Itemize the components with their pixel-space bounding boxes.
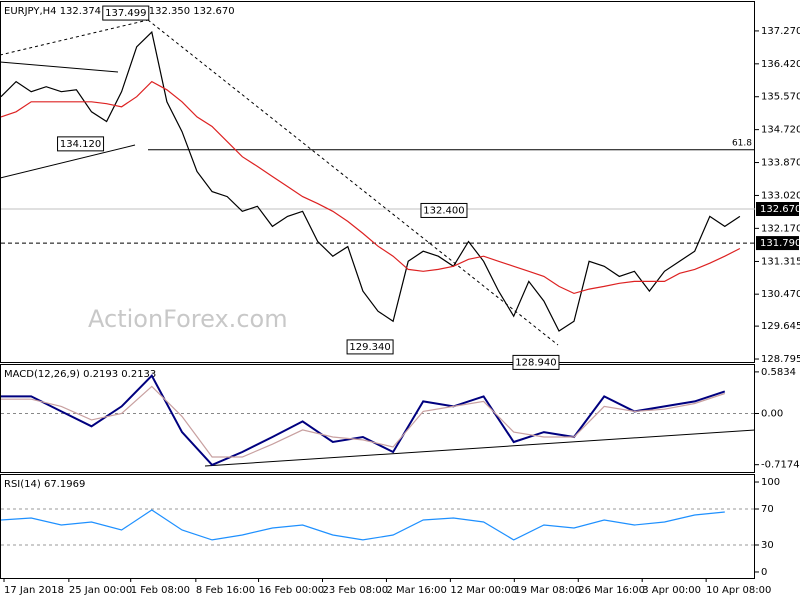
y-tick-label: 70 [761,504,774,515]
trendline [147,19,559,346]
y-tick-label: 0.5834 [761,367,796,378]
annotation-label: 134.120 [60,139,101,150]
series-line [0,80,741,295]
annotation-box [102,5,150,21]
rsi-panel [0,474,755,579]
annotation-label: 132.400 [423,205,464,216]
x-tick-label: 16 Feb 00:00 [259,585,325,596]
trendline [204,429,756,467]
y-tick-label: 132.170 [761,223,800,234]
y-tick-label: 134.720 [761,125,800,136]
y-tick-label: 136.420 [761,59,800,70]
trendline [0,144,136,179]
panel-title: RSI(14) 67.1969 [4,479,85,490]
annotation-box [346,339,394,355]
annotation-label: 129.340 [349,342,390,353]
y-tick-label: 133.870 [761,158,800,169]
y-tick-label: -0.7174 [761,460,800,471]
y-tick-label: 100 [761,477,780,488]
fib-label: 61.8 [732,138,752,148]
annotation-box [420,202,468,218]
annotation-label: 137.499 [105,8,146,19]
x-tick-label: 8 Feb 16:00 [196,585,255,596]
x-tick-label: 12 Mar 00:00 [450,585,517,596]
annotation-box [57,136,105,152]
x-tick-label: 26 Mar 16:00 [578,585,645,596]
price-tag [756,202,799,217]
trendline [0,61,119,73]
series-line [1,385,725,458]
x-tick-label: 25 Jan 00:00 [69,585,132,596]
y-tick-label: 30 [761,540,774,551]
panel-title: MACD(12,26,9) 0.2193 0.2133 [4,369,156,380]
x-tick-label: 17 Jan 2018 [4,585,64,596]
series-line [0,30,741,332]
x-tick-label: 3 Apr 00:00 [642,585,701,596]
y-tick-label: 0.00 [761,409,783,420]
x-tick-label: 10 Apr 08:00 [706,585,771,596]
y-tick-label: 0 [761,567,767,578]
y-tick-label: 129.645 [761,321,800,332]
price-tag [756,236,799,251]
trendline [0,19,149,56]
price-tag-label: 131.790 [760,238,800,249]
series-line [0,509,725,541]
y-tick-label: 128.795 [761,354,800,365]
macd-panel [0,364,755,473]
annotation-box [512,354,560,370]
x-tick-label: 2 Mar 16:00 [386,585,446,596]
annotation-label: 128.940 [515,357,556,368]
y-tick-label: 135.570 [761,92,800,103]
y-tick-label: 133.020 [761,190,800,201]
y-tick-label: 131.315 [761,256,800,267]
x-tick-label: 23 Feb 08:00 [323,585,389,596]
price-tag-label: 132.670 [760,204,800,215]
y-tick-label: 137.270 [761,26,800,37]
x-tick-label: 19 Mar 08:00 [514,585,581,596]
series-line [1,374,726,467]
price-panel [0,1,755,363]
watermark: ActionForex.com [88,305,288,333]
y-tick-label: 130.470 [761,289,800,300]
trendlines [0,19,756,467]
x-tick-label: 1 Feb 08:00 [131,585,190,596]
